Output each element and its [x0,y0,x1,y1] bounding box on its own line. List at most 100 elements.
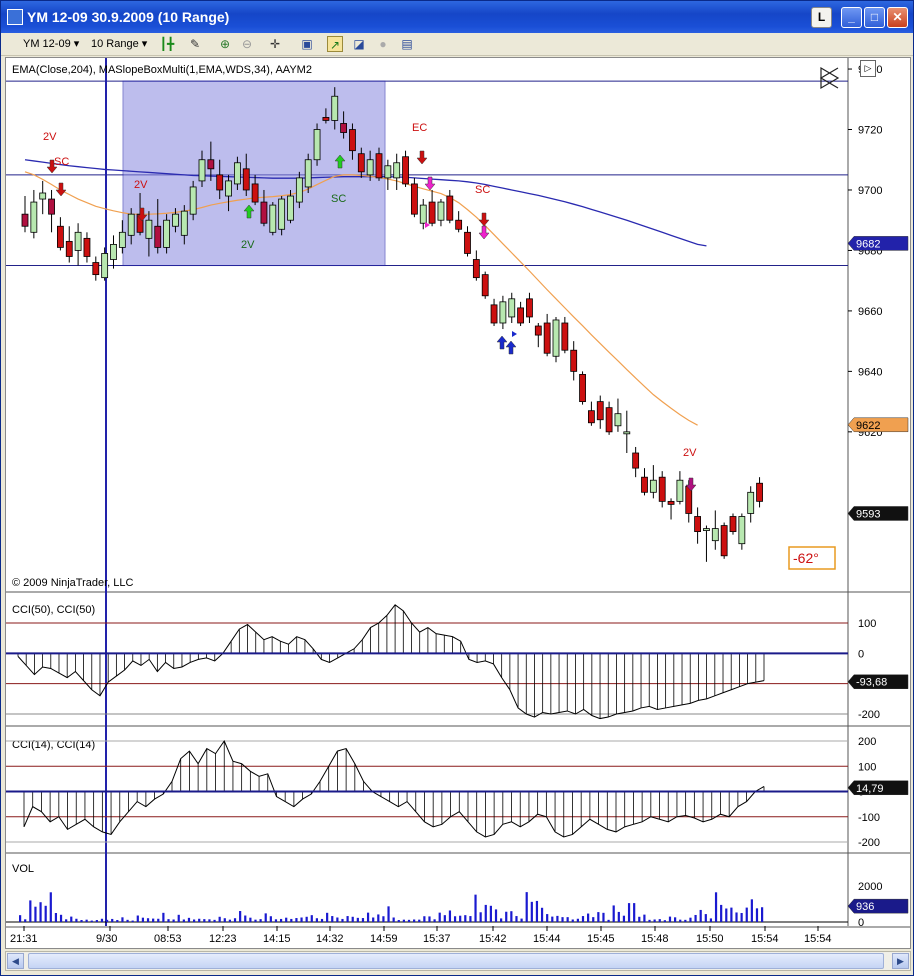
candle-body [543,322,551,354]
volume-bar [735,912,738,922]
volume-bar [162,912,165,922]
scroll-left-icon[interactable]: ◀ [7,953,24,969]
link-button[interactable]: L [811,7,832,28]
volume-bar [356,917,359,922]
volume-bar [443,915,446,922]
ema204-price-marker-bg [847,236,909,251]
indicator-icon[interactable]: ◪ [353,37,365,51]
volume-bar [111,918,114,922]
x-tick-label: 15:37 [423,933,451,945]
scroll-thumb[interactable] [28,953,884,969]
cci14-line [23,739,765,838]
volume-bar [136,915,139,922]
bowtie-icon [819,66,840,90]
title-bar[interactable]: YM 12-09 30.9.2009 (10 Range) L _ □ ✕ [1,1,913,33]
candle-body [393,162,401,179]
volume-bar [34,906,37,922]
buy-arrow-icon [505,340,517,355]
app-icon [7,9,23,25]
volume-bar [448,910,452,922]
candle-body [278,198,286,230]
snapshot-icon[interactable]: ● [379,37,387,51]
pencil-icon[interactable]: ✎ [189,37,201,51]
candle-body [720,525,728,557]
sell-arrow-icon [55,182,67,197]
instrument-selector[interactable]: YM 12-09 ▾ [23,38,80,50]
volume-bar [116,920,119,922]
properties-icon[interactable]: ▣ [301,37,313,51]
candle-body [260,201,268,224]
expand-panel-icon[interactable]: ▷ [860,60,876,77]
candle-body [419,204,427,224]
scroll-right-icon[interactable]: ▶ [892,953,909,969]
sell-arrow-icon [136,207,148,222]
volume-bar [745,907,748,922]
close-button[interactable]: ✕ [887,7,908,28]
volume-bar [602,912,605,922]
data-box-icon[interactable]: ▤ [401,37,413,51]
volume-bar [208,919,211,922]
x-tick-label: 21:31 [10,933,38,945]
maximize-button[interactable]: □ [864,7,885,28]
candle-body [92,262,100,276]
volume-bar [346,916,349,922]
candlestick-icon[interactable]: ┃╋ [159,37,175,51]
candle-body [83,237,91,257]
volume-bar [392,917,395,922]
zoom-in-icon[interactable]: ⊕ [219,37,231,51]
volume-bar [198,918,201,922]
volume-bar [274,919,278,922]
volume-bar [684,919,687,922]
minimize-button[interactable]: _ [841,7,862,28]
candle-body [481,274,489,297]
volume-bar [315,918,318,922]
volume-bar [622,915,626,922]
chart-svg[interactable]: 2V SC 2V 2V SC EC SC 2V EMA(Close,204), MASlopeB… [6,58,910,948]
volume-bar [627,903,631,922]
candle-body [410,183,418,215]
period-selector[interactable]: 10 Range ▾ [91,38,148,50]
volume-bar [546,914,549,922]
volume-bar [19,915,22,922]
horizontal-scrollbar[interactable]: ◀ ▶ [5,951,911,971]
volume-bar [213,919,216,922]
volume-bar [85,919,88,922]
strategy-icon[interactable]: ↗ [327,36,343,52]
y-tick-label: 9640 [858,366,882,378]
volume-bar [49,892,52,922]
candle-body [304,159,312,188]
candle-body [490,304,498,324]
volume-bar [239,911,242,922]
cci50-tick-label: 0 [858,648,864,660]
candle-body [127,213,135,236]
volume-bar [699,909,702,922]
x-tick-label: 08:53 [154,933,182,945]
volume-bar [300,917,303,922]
candle-body [366,159,374,176]
volume-bar [320,918,324,922]
candle-body [605,407,613,433]
chart-area[interactable]: 2V SC 2V 2V SC EC SC 2V EMA(Close,204), MASlopeB… [5,57,911,949]
volume-bar [663,920,666,922]
x-tick-label: 15:42 [479,933,507,945]
volume-bar [750,899,753,922]
volume-bar [576,918,579,922]
candle-body [198,159,206,182]
volume-bar [556,915,559,922]
crosshair-icon[interactable]: ✛ [269,37,281,51]
y-tick-label: 9700 [858,185,882,197]
volume-bar [172,919,175,922]
cci50-tick-label: -200 [858,709,880,721]
annotation-2v: 2V [241,239,255,251]
volume-bar [361,918,365,922]
angle-box [788,546,836,570]
volume-bar [192,919,196,922]
cci14-value-marker-bg [847,780,909,796]
x-tick-label: 15:48 [641,933,669,945]
candle-body [464,231,471,254]
zoom-out-icon[interactable]: ⊖ [241,37,253,51]
chart-toolbar: YM 12-09 ▾ 10 Range ▾ ┃╋ ✎ ⊕ ⊖ ✛ ▣ ↗ ◪ ●… [1,33,913,56]
volume-bar [679,919,682,922]
volume-bar [525,892,528,922]
